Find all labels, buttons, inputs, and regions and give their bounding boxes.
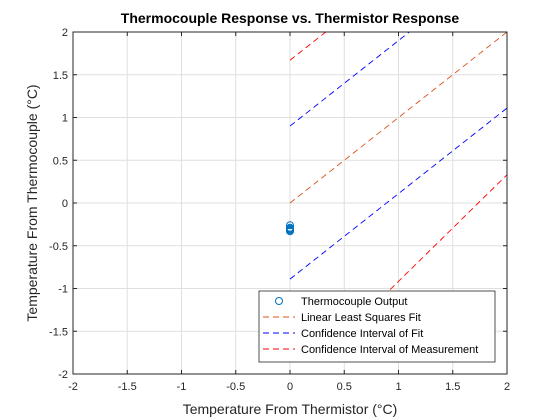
x-tick-label: -0.5 <box>226 381 245 393</box>
legend-label-linear-least-squares-fit: Linear Least Squares Fit <box>301 312 421 324</box>
x-tick-label: 0 <box>287 381 293 393</box>
confidence-interval-of-fit-line <box>289 31 410 127</box>
legend-label-thermocouple-output: Thermocouple Output <box>301 296 407 308</box>
y-tick-label: 1 <box>62 113 68 125</box>
y-tick-label: 2 <box>62 27 68 39</box>
legend-swatch-thermocouple-output <box>275 297 283 305</box>
y-axis-label: Temperature From Thermocouple (°C) <box>24 84 40 321</box>
x-tick-label: -2 <box>68 381 78 393</box>
thermocouple-output-point <box>286 221 294 230</box>
y-tick-label: -1.5 <box>49 326 68 338</box>
x-tick-label: 0.5 <box>337 381 352 393</box>
axis-ticks: -2 -1.5 -1 -0.5 0 0.5 1 1.5 2 -2 -1.5 -1 -0.5 0 0.5 1 1.… <box>49 27 510 393</box>
y-tick-label: -2 <box>58 369 68 381</box>
thermocouple-output-point <box>286 224 294 233</box>
legend-label-confidence-interval-of-measurement: Confidence Interval of Measurement <box>301 344 478 356</box>
linear-least-squares-fit-line <box>289 31 508 204</box>
x-axis-label: Temperature From Thermistor (°C) <box>183 401 398 417</box>
confidence-interval-of-measurement-line <box>289 31 327 61</box>
y-tick-label: -0.5 <box>49 241 68 253</box>
confidence-interval-of-fit-line <box>289 107 508 280</box>
y-tick-label: 1.5 <box>53 70 68 82</box>
y-tick-label: -1 <box>58 284 68 296</box>
x-tick-label: -1 <box>177 381 187 393</box>
legend: Thermocouple Output Linear Least Squares … <box>258 290 496 363</box>
x-tick-label: 1.5 <box>445 381 460 393</box>
x-tick-label: 1 <box>395 381 401 393</box>
y-tick-label: 0 <box>62 198 68 210</box>
legend-label-confidence-interval-of-fit: Confidence Interval of Fit <box>301 328 423 340</box>
legend-box <box>258 290 496 363</box>
y-tick-label: 0.5 <box>53 155 68 167</box>
chart-title: Thermocouple Response vs. Thermistor Res… <box>121 10 460 26</box>
thermocouple-output-point <box>286 227 294 236</box>
x-tick-label: 2 <box>504 381 510 393</box>
x-tick-label: -1.5 <box>118 381 137 393</box>
